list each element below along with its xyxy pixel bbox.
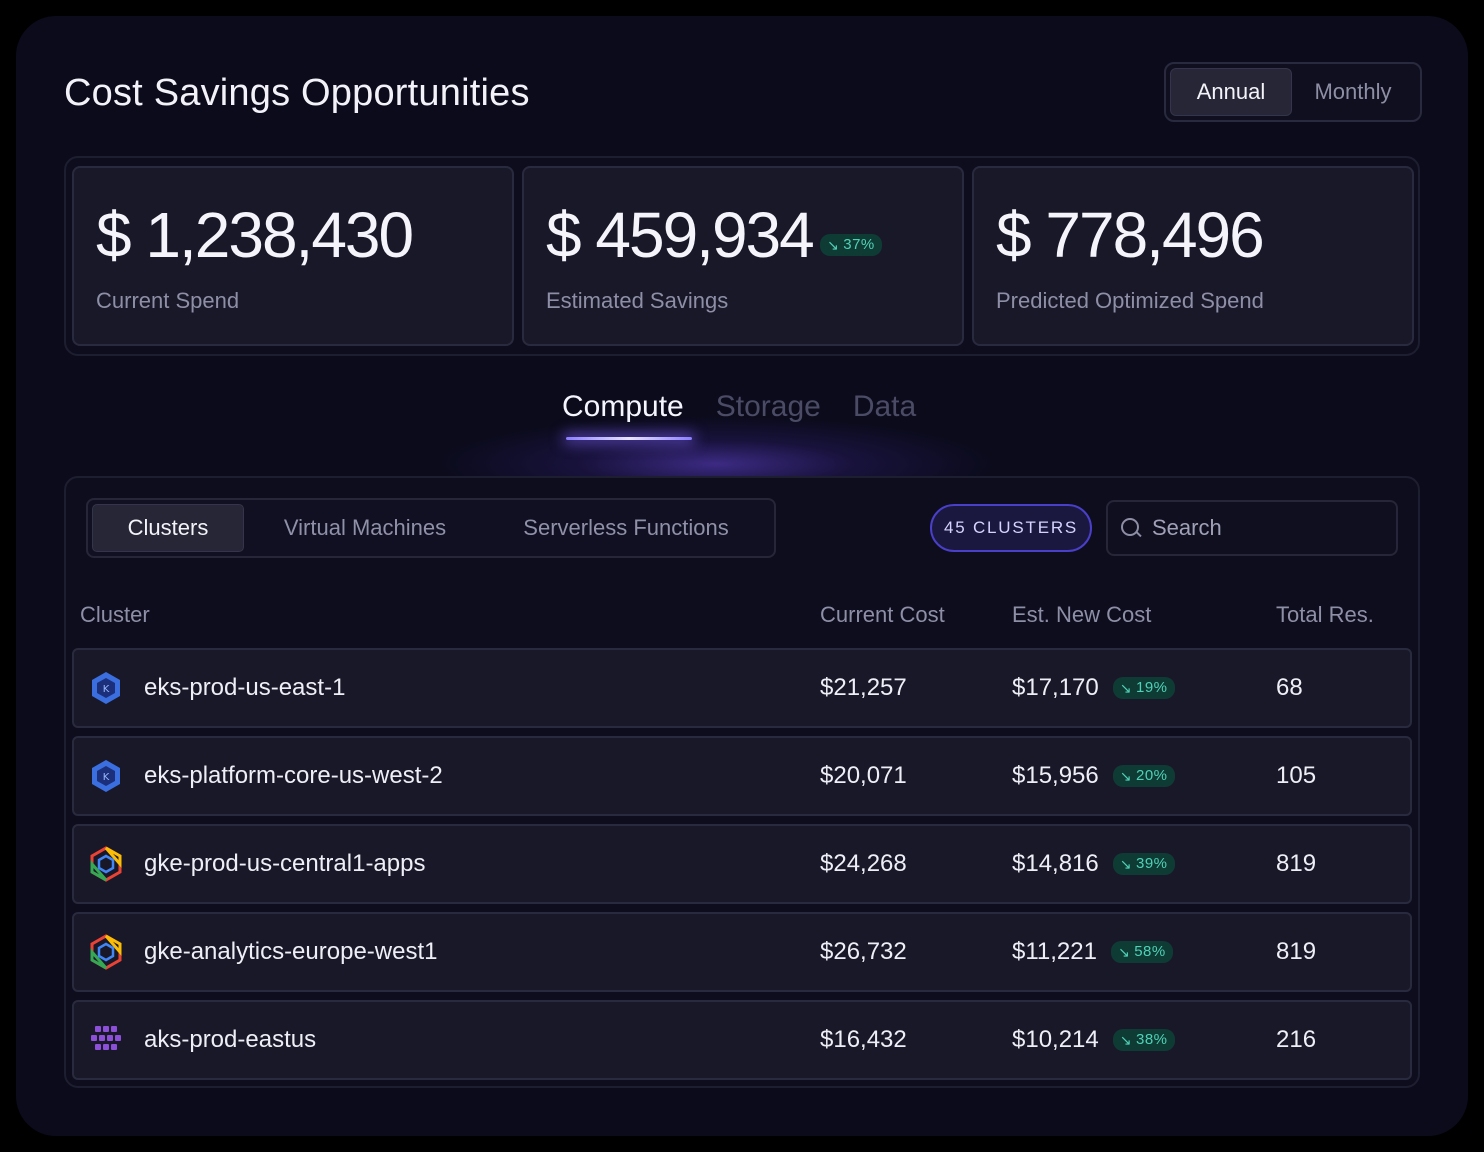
- cluster-name: aks-prod-eastus: [144, 1026, 317, 1053]
- cluster-name: gke-analytics-europe-west1: [144, 938, 438, 965]
- aks-icon: [91, 1026, 121, 1050]
- est-new-cost-value: $15,956: [1012, 762, 1099, 789]
- tab-clusters[interactable]: Clusters: [92, 504, 244, 552]
- savings-badge-text: 58%: [1134, 943, 1166, 960]
- current-spend-card: $ 1,238,430 Current Spend: [72, 166, 514, 346]
- resource-tabs: Clusters Virtual Machines Serverless Fun…: [86, 498, 776, 558]
- cluster-name: eks-prod-us-east-1: [144, 674, 346, 701]
- cluster-name: gke-prod-us-central1-apps: [144, 850, 426, 877]
- clusters-table-panel: Clusters Virtual Machines Serverless Fun…: [64, 476, 1420, 1088]
- tab-data[interactable]: Data: [852, 390, 917, 423]
- category-tabs: Compute Storage Data: [562, 390, 916, 440]
- eks-icon: K: [92, 672, 120, 704]
- total-resources: 819: [1276, 850, 1317, 877]
- est-new-cost: $17,170 ↘ 19%: [1012, 674, 1175, 702]
- monthly-button[interactable]: Monthly: [1314, 79, 1392, 104]
- total-resources: 819: [1276, 938, 1317, 965]
- arrow-down-right-icon: ↘: [1119, 856, 1132, 872]
- current-cost: $24,268: [820, 850, 907, 877]
- column-header-est-new-cost[interactable]: Est. New Cost: [1012, 602, 1152, 627]
- current-spend-label: Current Spend: [96, 288, 240, 313]
- savings-badge: ↘ 39%: [1112, 853, 1175, 875]
- page-title: Cost Savings Opportunities: [64, 72, 530, 114]
- search-input[interactable]: [1152, 515, 1382, 541]
- arrow-down-right-icon: ↘: [827, 237, 840, 253]
- est-new-cost: $14,816 ↘ 39%: [1012, 850, 1175, 878]
- savings-badge: ↘ 37%: [820, 234, 882, 256]
- current-cost: $26,732: [820, 938, 907, 965]
- estimated-savings-value: $ 459,934: [546, 199, 815, 271]
- cost-savings-panel: Cost Savings Opportunities Annual Monthl…: [16, 16, 1468, 1136]
- tab-compute[interactable]: Compute: [562, 390, 692, 440]
- search-box: [1106, 500, 1398, 556]
- savings-badge: ↘ 38%: [1112, 1029, 1175, 1051]
- column-header-total-res[interactable]: Total Res.: [1276, 602, 1374, 627]
- gke-icon: [90, 934, 122, 970]
- estimated-savings-label: Estimated Savings: [546, 288, 729, 313]
- total-resources: 216: [1276, 1026, 1317, 1053]
- stats-summary: $ 1,238,430 Current Spend $ 459,934 ↘ 37…: [64, 156, 1420, 356]
- tab-storage[interactable]: Storage: [715, 390, 821, 423]
- cluster-name: eks-platform-core-us-west-2: [144, 762, 443, 789]
- table-row[interactable]: K eks-prod-us-east-1 $21,257 $17,170 ↘ 19…: [72, 648, 1412, 728]
- gke-icon: [90, 846, 122, 882]
- tab-virtual-machines[interactable]: Virtual Machines: [283, 515, 447, 540]
- est-new-cost-value: $11,221: [1012, 938, 1097, 965]
- savings-badge-text: 19%: [1136, 679, 1168, 696]
- svg-text:K: K: [103, 684, 110, 695]
- table-row[interactable]: gke-analytics-europe-west1 $26,732 $11,2…: [72, 912, 1412, 992]
- period-toggle: Annual Monthly: [1164, 62, 1422, 122]
- savings-badge-text: 39%: [1136, 855, 1168, 872]
- table-row[interactable]: gke-prod-us-central1-apps $24,268 $14,81…: [72, 824, 1412, 904]
- est-new-cost-value: $14,816: [1012, 850, 1099, 877]
- svg-text:K: K: [103, 772, 110, 783]
- tab-serverless-functions[interactable]: Serverless Functions: [523, 515, 729, 540]
- arrow-down-right-icon: ↘: [1119, 768, 1132, 784]
- savings-badge-text: 38%: [1136, 1031, 1168, 1048]
- savings-badge: ↘ 20%: [1112, 765, 1175, 787]
- arrow-down-right-icon: ↘: [1117, 944, 1131, 960]
- est-new-cost: $15,956 ↘ 20%: [1012, 762, 1175, 790]
- table-row[interactable]: K eks-platform-core-us-west-2 $20,071 $1…: [72, 736, 1412, 816]
- est-new-cost-value: $10,214: [1012, 1026, 1099, 1053]
- savings-badge: ↘ 19%: [1112, 677, 1175, 699]
- arrow-down-right-icon: ↘: [1119, 1032, 1132, 1048]
- table-row[interactable]: aks-prod-eastus $16,432 $10,214 ↘ 38% 216: [72, 1000, 1412, 1080]
- current-spend-value: $ 1,238,430: [96, 199, 414, 271]
- savings-badge: ↘ 58%: [1110, 941, 1173, 963]
- column-header-cluster[interactable]: Cluster: [80, 602, 150, 627]
- cluster-count-badge: 45 CLUSTERS: [930, 504, 1092, 552]
- optimized-spend-value: $ 778,496: [996, 199, 1265, 271]
- estimated-savings-card: $ 459,934 ↘ 37% Estimated Savings: [522, 166, 964, 346]
- total-resources: 68: [1276, 674, 1303, 701]
- est-new-cost: $10,214 ↘ 38%: [1012, 1026, 1175, 1054]
- savings-badge-text: 20%: [1136, 767, 1168, 784]
- savings-badge-text: 37%: [843, 236, 875, 253]
- eks-icon: K: [92, 760, 120, 792]
- search-icon: [1120, 517, 1142, 539]
- current-cost: $20,071: [820, 762, 907, 789]
- arrow-down-right-icon: ↘: [1119, 680, 1132, 696]
- est-new-cost-value: $17,170: [1012, 674, 1099, 701]
- column-header-current-cost[interactable]: Current Cost: [820, 602, 945, 627]
- optimized-spend-label: Predicted Optimized Spend: [996, 288, 1264, 313]
- optimized-spend-card: $ 778,496 Predicted Optimized Spend: [972, 166, 1414, 346]
- annual-button[interactable]: Annual: [1170, 68, 1292, 116]
- current-cost: $16,432: [820, 1026, 907, 1053]
- est-new-cost: $11,221 ↘ 58%: [1012, 938, 1173, 966]
- total-resources: 105: [1276, 762, 1317, 789]
- current-cost: $21,257: [820, 674, 907, 701]
